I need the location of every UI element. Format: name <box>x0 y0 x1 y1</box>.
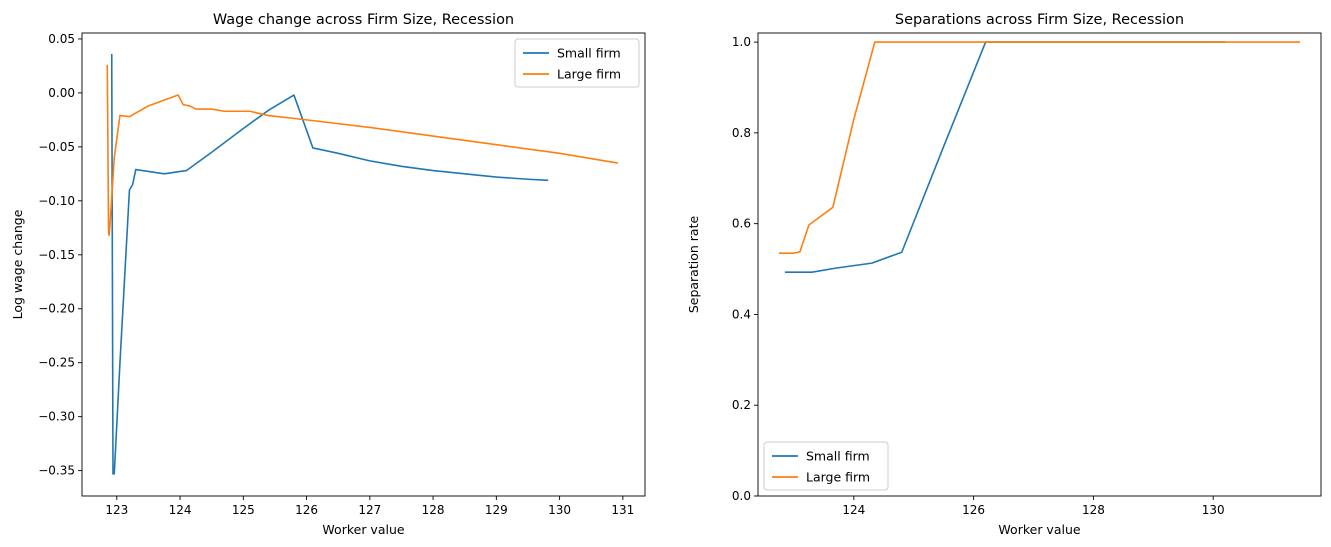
legend-label: Small firm <box>806 449 870 464</box>
x-tick-label: 127 <box>358 503 381 517</box>
y-tick-label: 0.05 <box>48 32 75 46</box>
series-line-large-firm <box>106 64 618 237</box>
y-tick-label: 0.2 <box>732 398 751 412</box>
y-tick-label: 0.0 <box>732 489 751 503</box>
x-tick-label: 124 <box>169 503 192 517</box>
y-axis-label: Log wage change <box>10 209 25 319</box>
separations-chart: Separations across Firm Size, Recession 1… <box>686 12 1322 537</box>
y-tick-label: 1.0 <box>732 35 751 49</box>
y-tick-label: −0.35 <box>38 464 75 478</box>
x-tick-label: 125 <box>232 503 255 517</box>
y-tick-label: −0.20 <box>38 302 75 316</box>
y-tick-label: 0.4 <box>732 307 751 321</box>
x-tick-label: 124 <box>842 503 865 517</box>
legend-label: Large firm <box>806 470 870 485</box>
legend-box <box>763 441 889 491</box>
x-tick-label: 131 <box>611 503 634 517</box>
series-line-large-firm <box>778 41 1301 254</box>
legend-label: Small firm <box>557 46 621 61</box>
x-tick-label: 130 <box>1202 503 1225 517</box>
y-axis-label: Separation rate <box>686 216 701 314</box>
y-tick-label: −0.15 <box>38 248 75 262</box>
x-tick-label: 128 <box>422 503 445 517</box>
x-axis-label: Worker value <box>322 522 404 537</box>
legend: Small firm Large firm <box>514 38 640 88</box>
chart-title: Separations across Firm Size, Recession <box>895 12 1184 28</box>
y-tick-label: 0.8 <box>732 126 751 140</box>
x-tick-label: 129 <box>485 503 508 517</box>
legend-box <box>514 38 640 88</box>
y-tick-label: 0.6 <box>732 217 751 231</box>
y-tick-label: −0.30 <box>38 410 75 424</box>
series-group <box>778 41 1301 274</box>
x-tick-label: 130 <box>548 503 571 517</box>
series-group <box>106 54 618 475</box>
chart-title: Wage change across Firm Size, Recession <box>213 12 514 28</box>
x-tick-label: 128 <box>1082 503 1105 517</box>
series-line-small-firm <box>110 54 549 475</box>
legend-label: Large firm <box>557 67 621 82</box>
x-tick-label: 123 <box>105 503 128 517</box>
legend: Small firm Large firm <box>763 441 889 491</box>
y-tick-label: 0.00 <box>48 86 75 100</box>
y-tick-label: −0.05 <box>38 140 75 154</box>
axes-frame <box>757 32 1322 497</box>
x-tick-label: 126 <box>295 503 318 517</box>
x-axis-label: Worker value <box>998 522 1080 537</box>
axes-frame <box>81 32 646 497</box>
y-tick-label: −0.25 <box>38 356 75 370</box>
x-tick-label: 126 <box>962 503 985 517</box>
wage-change-chart: Wage change across Firm Size, Recession 1… <box>10 12 646 537</box>
y-tick-label: −0.10 <box>38 194 75 208</box>
series-line-small-firm <box>784 41 1226 274</box>
